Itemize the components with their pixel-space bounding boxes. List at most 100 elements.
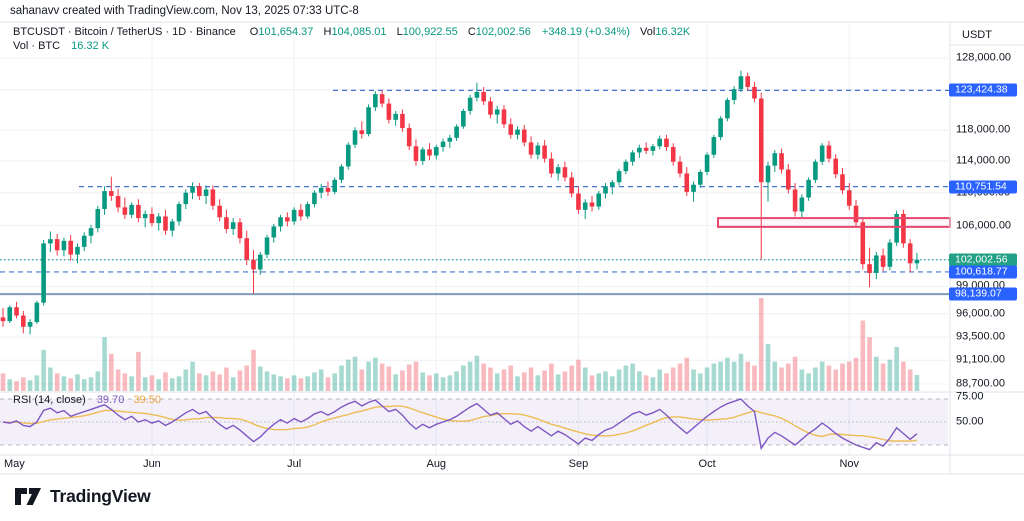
candle-body bbox=[792, 189, 798, 212]
candle-body bbox=[454, 126, 459, 138]
candle-body bbox=[894, 213, 899, 243]
volume-bar bbox=[406, 364, 412, 391]
candle-body bbox=[914, 259, 920, 264]
candle-body bbox=[542, 145, 547, 159]
volume-bar bbox=[501, 369, 507, 391]
volume-bar bbox=[758, 298, 764, 391]
candle-body bbox=[840, 174, 845, 191]
time-axis-label: Aug bbox=[426, 458, 447, 470]
volume-bar bbox=[691, 369, 696, 391]
price-axis-tick: 91,100.00 bbox=[956, 353, 1005, 366]
candle-body bbox=[420, 149, 426, 161]
open-label: O bbox=[249, 26, 259, 38]
open-value: 101,654.37 bbox=[258, 26, 314, 38]
candle-body bbox=[109, 191, 114, 196]
rsi-value: 39.70 bbox=[96, 394, 125, 406]
volume-bar bbox=[305, 376, 310, 391]
candle-body bbox=[562, 167, 568, 178]
candle-body bbox=[291, 209, 297, 222]
candle-body bbox=[285, 217, 290, 222]
time-axis-label: Oct bbox=[698, 458, 716, 470]
candle-body bbox=[501, 109, 507, 125]
candle-body bbox=[149, 213, 155, 224]
volume-bar bbox=[291, 375, 297, 391]
candle-body bbox=[257, 254, 263, 270]
volume-bar bbox=[555, 374, 561, 391]
volume-bar bbox=[630, 363, 635, 391]
rsi-legend-row: RSI (14, close) 39.70 39.50 bbox=[13, 394, 161, 406]
volume-bar bbox=[27, 380, 33, 391]
candle-body bbox=[698, 171, 703, 185]
volume-bar bbox=[772, 361, 778, 391]
candle-body bbox=[27, 322, 33, 327]
candle-body bbox=[521, 129, 527, 143]
candle-body bbox=[75, 246, 80, 255]
candle-body bbox=[156, 216, 162, 224]
volume-bar bbox=[467, 361, 473, 391]
candle-body bbox=[433, 147, 439, 156]
candle-body bbox=[508, 124, 514, 135]
candle-body bbox=[684, 173, 690, 192]
candle-body bbox=[725, 99, 730, 119]
volume-bar bbox=[840, 363, 845, 391]
candle-body bbox=[440, 141, 446, 148]
candle-body bbox=[515, 129, 520, 135]
low-label: L bbox=[396, 26, 403, 38]
volume-bar bbox=[792, 356, 798, 391]
volume-bar bbox=[846, 361, 852, 391]
candle-body bbox=[887, 242, 893, 267]
volume-bar bbox=[352, 356, 358, 391]
candle-body bbox=[366, 107, 371, 135]
volume-bar bbox=[596, 373, 602, 391]
candle-body bbox=[569, 177, 574, 194]
price-zone-box[interactable] bbox=[717, 217, 951, 228]
rsi-label: RSI (14, close) bbox=[13, 394, 86, 406]
price-axis-tick: 106,000.00 bbox=[956, 219, 1012, 232]
volume-bar bbox=[61, 376, 67, 391]
candle-body bbox=[765, 165, 771, 183]
volume-bar bbox=[224, 367, 229, 391]
volume-bar bbox=[285, 378, 290, 391]
price-axis-badge: 98,139.07 bbox=[949, 287, 1017, 301]
volume-bar bbox=[440, 377, 446, 391]
candle-body bbox=[271, 226, 277, 238]
candle-body bbox=[21, 315, 26, 327]
vol-btc-label: Vol · BTC bbox=[13, 40, 61, 52]
candle-body bbox=[393, 113, 398, 120]
volume-bar bbox=[914, 375, 920, 391]
volume-bar bbox=[169, 378, 175, 391]
candle-body bbox=[7, 307, 13, 322]
volume-bar bbox=[474, 355, 480, 391]
candle-body bbox=[555, 167, 561, 174]
volume-bar bbox=[643, 375, 649, 391]
volume-bar bbox=[325, 377, 331, 391]
volume-label: Vol bbox=[640, 26, 656, 38]
tradingview-logo[interactable]: TradingView bbox=[14, 486, 151, 507]
candle-body bbox=[657, 138, 662, 147]
volume-bar bbox=[853, 357, 859, 391]
volume-bar bbox=[102, 337, 107, 391]
candle-body bbox=[427, 149, 432, 156]
volume-bar bbox=[237, 370, 243, 391]
vol-btc-value: 16.32 K bbox=[71, 40, 110, 52]
candle-body bbox=[576, 193, 581, 210]
price-axis-currency-label: USDT bbox=[962, 29, 992, 41]
volume-bar bbox=[433, 373, 439, 391]
candle-body bbox=[616, 171, 622, 183]
price-axis-tick: 88,700.00 bbox=[956, 377, 1005, 390]
candle-body bbox=[386, 103, 392, 120]
volume-bar bbox=[819, 361, 825, 391]
symbol-legend-row: BTCUSDT · Bitcoin / TetherUS · 1D · Bina… bbox=[13, 26, 690, 38]
volume-bar bbox=[549, 363, 554, 391]
volume-bar bbox=[339, 365, 344, 391]
volume-bar bbox=[149, 375, 155, 391]
volume-bar bbox=[95, 371, 101, 391]
volume-bar bbox=[217, 374, 222, 391]
candle-body bbox=[603, 186, 608, 194]
volume-bar bbox=[806, 373, 811, 391]
volume-bar bbox=[894, 346, 899, 391]
candle-body bbox=[819, 145, 825, 162]
candle-body bbox=[230, 222, 236, 229]
volume-bar bbox=[251, 349, 256, 391]
